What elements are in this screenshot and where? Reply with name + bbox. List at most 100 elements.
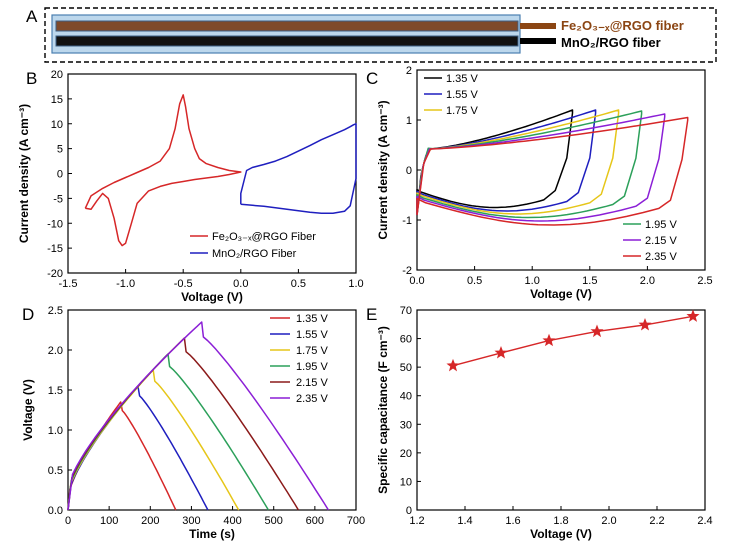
y-tick-label: -10 bbox=[47, 218, 63, 230]
x-tick-label: 300 bbox=[182, 515, 200, 527]
y-tick-label: 10 bbox=[400, 476, 412, 488]
data-point-star bbox=[638, 318, 652, 331]
legend-label: 1.95 V bbox=[645, 219, 677, 231]
chart-b-cv-electrodes: -1.5 -1.0 -0.5 0.0 0.5 1.0 -20 -15 -10 -5 0 5 10 15 20… bbox=[17, 69, 364, 304]
legend-label: 1.35 V bbox=[446, 73, 478, 85]
legend-label: 2.15 V bbox=[645, 235, 677, 247]
chart-e-capacitance: 1.2 1.4 1.6 1.8 2.0 2.2 2.4 0 10 20 30 40 50 60 70 Volt… bbox=[376, 305, 713, 541]
x-tick-label: -1.5 bbox=[59, 278, 78, 290]
y-tick-label: 20 bbox=[51, 69, 63, 81]
y-tick-label: 20 bbox=[400, 448, 412, 460]
panel-a-frame bbox=[44, 7, 717, 63]
series-line-6 bbox=[416, 116, 689, 226]
legend-label: 1.95 V bbox=[296, 361, 328, 373]
series-line bbox=[452, 315, 694, 367]
data-point-star bbox=[542, 333, 556, 347]
legend-label: 1.55 V bbox=[446, 89, 478, 101]
x-axis-label: Voltage (V) bbox=[181, 290, 243, 304]
x-tick-label: 700 bbox=[347, 515, 365, 527]
x-tick-label: 0 bbox=[65, 515, 71, 527]
series-line-5 bbox=[416, 113, 666, 222]
y-tick-label: 30 bbox=[400, 419, 412, 431]
y-tick-label: 2 bbox=[406, 65, 412, 77]
legend-label: MnO₂/RGO Fiber bbox=[212, 248, 297, 260]
y-tick-label: 40 bbox=[400, 391, 412, 403]
x-tick-label: -0.5 bbox=[174, 278, 193, 290]
y-axis-label: Current density (A cm⁻³) bbox=[376, 100, 390, 239]
mno2-fiber-body bbox=[55, 35, 519, 47]
panel-letter-a: A bbox=[26, 7, 38, 26]
data-point-star bbox=[494, 346, 508, 359]
plot-frame bbox=[67, 309, 357, 511]
y-tick-label: 1.5 bbox=[48, 385, 63, 397]
x-tick-label: 2.4 bbox=[697, 515, 712, 527]
y-tick-label: 70 bbox=[400, 305, 412, 317]
x-tick-label: 2.0 bbox=[601, 515, 616, 527]
fe2o3-fiber-lead bbox=[520, 23, 556, 29]
x-tick-label: 2.5 bbox=[697, 275, 712, 287]
legend-label: 2.35 V bbox=[296, 393, 328, 405]
panel-letter-d: D bbox=[22, 305, 34, 324]
panel-letter-c: C bbox=[366, 69, 378, 88]
y-tick-label: 50 bbox=[400, 362, 412, 374]
x-tick-label: 400 bbox=[223, 515, 241, 527]
y-tick-label: 1.0 bbox=[48, 425, 63, 437]
legend-label: 1.55 V bbox=[296, 329, 328, 341]
series-line-1 bbox=[84, 94, 242, 247]
mno2-fiber-lead bbox=[520, 38, 556, 44]
series-line-3 bbox=[416, 109, 620, 216]
series-line-4 bbox=[416, 110, 643, 219]
x-tick-label: 0.5 bbox=[467, 275, 482, 287]
x-tick-label: 1.8 bbox=[553, 515, 568, 527]
plot-frame bbox=[67, 73, 357, 274]
chart-c-cv-device: 0.0 0.5 1.0 1.5 2.0 2.5 -2 -1 0 1 2 Voltage (V) Curr… bbox=[376, 65, 713, 301]
x-tick-label: -1.0 bbox=[116, 278, 135, 290]
legend-label: 1.75 V bbox=[296, 345, 328, 357]
y-tick-label: 0 bbox=[406, 505, 412, 517]
x-axis-label: Voltage (V) bbox=[530, 287, 592, 301]
x-tick-label: 0.0 bbox=[233, 278, 248, 290]
y-axis-label: Voltage (V) bbox=[21, 379, 35, 441]
panel-a-schematic: Fe₂O₃₋ₓ@RGO fiber MnO₂/RGO fiber bbox=[44, 7, 717, 63]
x-tick-label: 500 bbox=[265, 515, 283, 527]
series-line-6 bbox=[67, 321, 330, 511]
series-line-1 bbox=[416, 109, 574, 216]
y-axis-label: Current density (A cm⁻³) bbox=[17, 104, 31, 243]
x-tick-label: 200 bbox=[141, 515, 159, 527]
y-tick-label: 5 bbox=[57, 144, 63, 156]
x-tick-label: 1.0 bbox=[525, 275, 540, 287]
legend-label: 1.35 V bbox=[296, 313, 328, 325]
plot-frame bbox=[416, 309, 706, 511]
series-line-2 bbox=[240, 123, 357, 215]
y-tick-label: 0.0 bbox=[48, 505, 63, 517]
y-tick-label: 2.5 bbox=[48, 305, 63, 317]
x-tick-label: 2.0 bbox=[640, 275, 655, 287]
x-tick-label: 1.5 bbox=[582, 275, 597, 287]
series-line-2 bbox=[416, 109, 597, 216]
mno2-fiber-label: MnO₂/RGO fiber bbox=[561, 35, 661, 50]
x-axis-label: Voltage (V) bbox=[530, 527, 592, 541]
y-tick-label: -2 bbox=[402, 265, 412, 277]
y-tick-label: 1 bbox=[406, 115, 412, 127]
y-tick-label: -20 bbox=[47, 268, 63, 280]
y-tick-label: 0.5 bbox=[48, 465, 63, 477]
y-axis-label: Specific capacitance (F cm⁻³) bbox=[376, 326, 390, 494]
y-tick-label: -15 bbox=[47, 243, 63, 255]
x-tick-label: 1.2 bbox=[409, 515, 424, 527]
x-tick-label: 1.0 bbox=[348, 278, 363, 290]
x-tick-label: 2.2 bbox=[649, 515, 664, 527]
y-tick-label: 10 bbox=[51, 119, 63, 131]
data-point-star bbox=[590, 324, 604, 338]
x-tick-label: 1.4 bbox=[457, 515, 472, 527]
fe2o3-fiber-label: Fe₂O₃₋ₓ@RGO fiber bbox=[561, 18, 684, 33]
y-tick-label: 0 bbox=[406, 165, 412, 177]
chart-d-gcd: 0 100 200 300 400 500 600 700 0.0 0.5 1.0 1.5 2.0 2.5… bbox=[21, 305, 365, 541]
legend-label: Fe₂O₃₋ₓ@RGO Fiber bbox=[212, 231, 316, 243]
y-tick-label: 0 bbox=[57, 169, 63, 181]
x-tick-label: 1.6 bbox=[505, 515, 520, 527]
legend-label: 1.75 V bbox=[446, 105, 478, 117]
y-tick-label: 15 bbox=[51, 94, 63, 106]
data-point-star bbox=[686, 309, 700, 322]
data-point-star bbox=[446, 358, 460, 372]
